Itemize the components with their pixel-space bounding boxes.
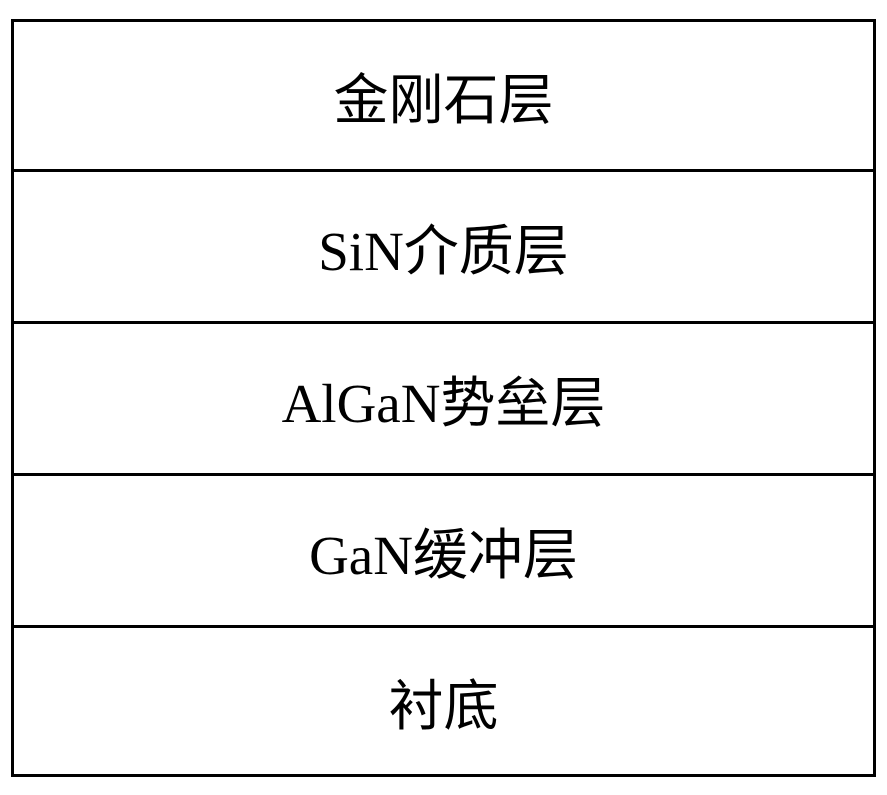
layer-sin-dielectric: SiN介质层 [11,169,876,321]
layer-label: 衬底 [388,661,498,741]
layer-substrate: 衬底 [11,625,876,777]
layer-gan-buffer: GaN缓冲层 [11,473,876,625]
layer-label: GaN缓冲层 [309,510,578,590]
layer-label: SiN介质层 [318,206,569,286]
layer-stack-diagram: 金刚石层 SiN介质层 AlGaN势垒层 GaN缓冲层 衬底 [11,19,876,777]
layer-algan-barrier: AlGaN势垒层 [11,321,876,473]
layer-label: AlGaN势垒层 [282,358,606,438]
layer-diamond: 金刚石层 [11,19,876,169]
layer-label: 金刚石层 [333,55,553,135]
